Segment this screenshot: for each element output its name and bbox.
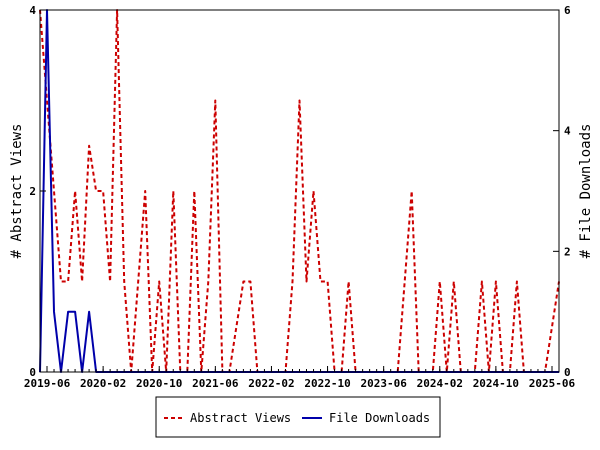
x-axis-tick-label: 2020-02 bbox=[80, 377, 126, 390]
x-axis-tick-label: 2023-06 bbox=[360, 377, 407, 390]
legend-label-file-downloads: File Downloads bbox=[329, 411, 430, 425]
legend: Abstract Views File Downloads bbox=[155, 396, 441, 438]
y-axis-left-tick-label: 2 bbox=[29, 185, 36, 198]
x-axis-tick-label: 2020-10 bbox=[136, 377, 182, 390]
y-axis-right-tick-label: 6 bbox=[564, 4, 571, 17]
y-axis-right-title: # File Downloads bbox=[578, 124, 594, 259]
y-axis-left-tick-label: 0 bbox=[29, 366, 36, 379]
y-axis-right-tick-label: 2 bbox=[564, 245, 571, 258]
axis-layer: 2019-06 2020-02 2020-10 2021-06 2022-02 2022-… bbox=[24, 4, 576, 390]
y-axis-right-tick-label: 4 bbox=[564, 125, 571, 138]
legend-box bbox=[155, 396, 441, 438]
x-axis-tick-label: 2024-02 bbox=[417, 377, 463, 390]
x-axis-tick-label: 2019-06 bbox=[24, 377, 71, 390]
x-axis-tick-label: 2022-02 bbox=[248, 377, 294, 390]
y-axis-left-tick-label: 4 bbox=[29, 4, 36, 17]
x-axis-tick-label: 2021-06 bbox=[192, 377, 239, 390]
y-axis-right-tick-label: 0 bbox=[564, 366, 571, 379]
legend-label-abstract-views: Abstract Views bbox=[190, 411, 291, 425]
x-axis-tick-label: 2022-10 bbox=[304, 377, 350, 390]
x-axis-tick-label: 2025-06 bbox=[529, 377, 576, 390]
y-axis-left-title: # Abstract Views bbox=[9, 124, 25, 259]
x-axis-tick-label: 2024-10 bbox=[473, 377, 519, 390]
